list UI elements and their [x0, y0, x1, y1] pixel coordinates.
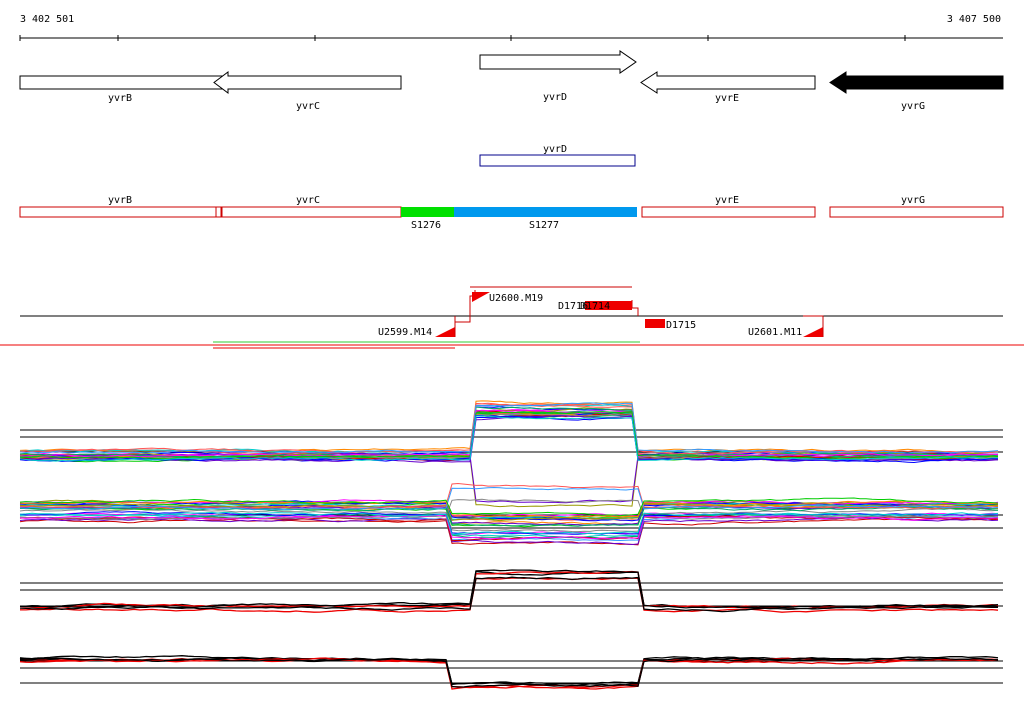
feature-box [645, 319, 665, 328]
expression-trace [19, 456, 999, 508]
expression-trace [19, 500, 999, 519]
segment [454, 207, 637, 217]
gene-arrow [19, 75, 223, 90]
expression-trace [19, 657, 999, 690]
ruler: 3 402 501 3 407 500 [19, 14, 1003, 41]
gene-label: yvrG [901, 101, 925, 112]
feature-label: D1716 [558, 301, 588, 312]
segment-label: yvrB [108, 195, 132, 206]
segment [19, 206, 217, 218]
genes [19, 50, 1004, 94]
feature-flag [803, 327, 823, 337]
expression-trace [19, 409, 999, 458]
expression-trace [19, 415, 999, 463]
feature-label: D1714 [580, 301, 610, 312]
feature-outline [454, 315, 824, 337]
expression-trace [19, 507, 999, 533]
feature-label: U2600.M19 [489, 293, 543, 304]
expression-trace [19, 497, 999, 517]
segment-label: yvrG [901, 195, 925, 206]
feature-flag [435, 327, 455, 337]
gene-label: yvrB [108, 93, 132, 104]
expression-trace [20, 411, 999, 460]
expression-trace [19, 415, 998, 462]
feature-label: U2601.M11 [748, 327, 802, 338]
gene-label: yvrC [296, 101, 320, 112]
features [0, 286, 1024, 349]
gene-arrow [479, 50, 637, 74]
expression-trace [19, 511, 999, 536]
expression-trace [19, 400, 999, 454]
ruler-ticks [19, 35, 906, 41]
expression-panels [19, 400, 1003, 690]
segment [221, 206, 402, 218]
ruler-end: 3 407 500 [947, 14, 1001, 25]
feature-label: U2599.M14 [378, 327, 432, 338]
gene-label: yvrD [543, 92, 567, 103]
ruler-start: 3 402 501 [20, 14, 74, 25]
segments [19, 206, 1004, 218]
feature-flag [472, 292, 490, 302]
expression-trace [19, 657, 999, 688]
segment-label: S1276 [411, 220, 441, 231]
expression-trace [19, 482, 999, 510]
segment [641, 206, 816, 218]
expression-trace [19, 512, 999, 538]
gene-model-label: yvrD [543, 144, 567, 155]
expression-trace [19, 498, 999, 521]
expression-trace [19, 503, 999, 522]
segment-label: yvrE [715, 195, 739, 206]
feature-box [585, 301, 632, 310]
expression-trace [19, 518, 999, 546]
expression-trace [19, 402, 999, 454]
gene-arrow [829, 71, 1004, 94]
expression-trace [19, 576, 998, 613]
gene-arrow [213, 71, 402, 94]
segment [829, 206, 1004, 218]
expression-trace [19, 486, 999, 511]
expression-trace [20, 506, 999, 527]
segment [401, 207, 454, 217]
expression-trace [19, 406, 999, 458]
gene-model [479, 154, 636, 167]
gene-arrow [640, 71, 816, 94]
segment-label: yvrC [296, 195, 320, 206]
expression-trace [19, 569, 999, 609]
gene-label: yvrE [715, 93, 739, 104]
feature-label: D1715 [666, 320, 696, 331]
segment [215, 206, 222, 218]
expression-trace [19, 570, 999, 609]
expression-trace [19, 514, 999, 540]
segment-label: S1277 [529, 220, 559, 231]
